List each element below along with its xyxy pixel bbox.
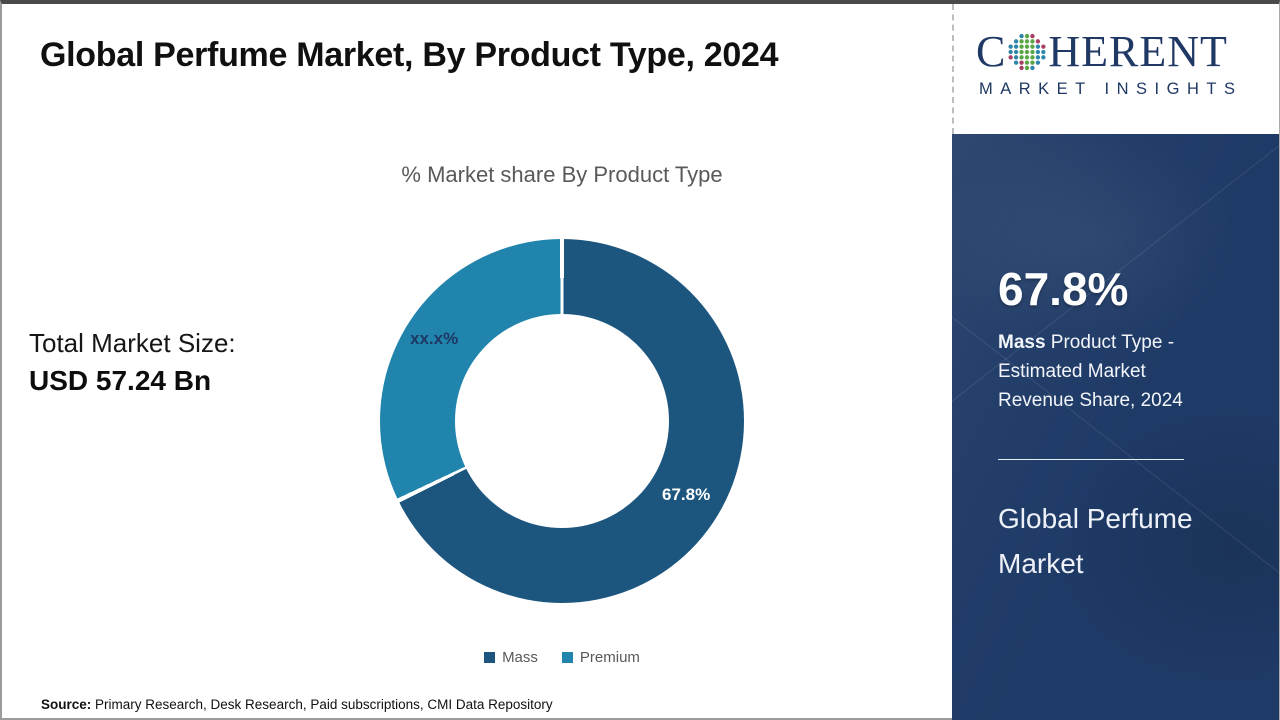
- source-label: Source:: [41, 697, 92, 712]
- logo-letter-c: C: [976, 27, 1007, 76]
- logo-letters-rest: HERENT: [1048, 27, 1228, 76]
- chart-legend: Mass Premium: [380, 649, 744, 666]
- legend-label-mass: Mass: [502, 649, 538, 666]
- total-market-size-label: Total Market Size:: [29, 328, 236, 358]
- logo-subtitle: MARKET INSIGHTS: [979, 80, 1243, 98]
- total-market-size-value: USD 57.24 Bn: [29, 365, 212, 396]
- legend-label-premium: Premium: [579, 649, 640, 666]
- total-market-size-block: Total Market Size: USD 57.24 Bn: [29, 328, 236, 397]
- source-line: Source: Primary Research, Desk Research,…: [41, 697, 553, 712]
- sidebar-stat-value: 67.8%: [998, 263, 1129, 315]
- legend-swatch-premium: [561, 652, 573, 663]
- sidebar-stat-description: Mass Product Type - Estimated Market Rev…: [998, 328, 1218, 415]
- sidebar-panel: 67.8% Mass Product Type - Estimated Mark…: [952, 134, 1279, 720]
- page-title: Global Perfume Market, By Product Type, …: [40, 36, 779, 74]
- legend-item-premium: Premium: [561, 649, 640, 666]
- slice-label-premium: xx.x%: [410, 329, 459, 348]
- chart-title: % Market share By Product Type: [401, 162, 723, 187]
- sidebar-divider: [998, 459, 1184, 460]
- source-text: Primary Research, Desk Research, Paid su…: [91, 697, 553, 712]
- legend-item-mass: Mass: [484, 649, 538, 666]
- legend-swatch-mass: [484, 652, 496, 663]
- sidebar-report-title: Global Perfume Market: [998, 503, 1193, 579]
- sidebar-stat-desc-text: Product Type - Estimated Market Revenue …: [998, 332, 1183, 411]
- brand-logo: C HERENT: [976, 30, 1228, 74]
- donut-hole: [455, 314, 669, 528]
- donut-chart: xx.x% 67.8%: [380, 239, 744, 603]
- main-panel: Global Perfume Market, By Product Type, …: [2, 4, 952, 720]
- globe-dots-icon: [1008, 33, 1046, 71]
- logo-area: C HERENT MARKET INSIGHTS: [952, 4, 1279, 134]
- slice-label-mass: 67.8%: [662, 485, 711, 504]
- sidebar-stat-category: Mass: [998, 332, 1046, 353]
